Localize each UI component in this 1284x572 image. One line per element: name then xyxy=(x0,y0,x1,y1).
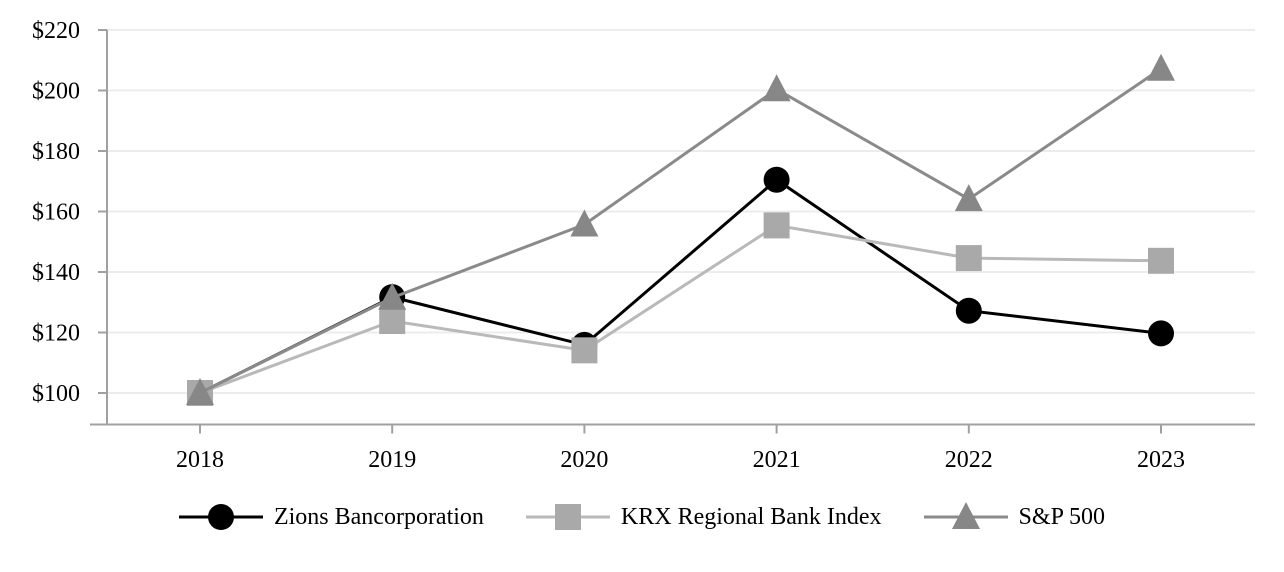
y-tick-label: $160 xyxy=(32,200,80,226)
data-point-zions-bancorporation xyxy=(763,166,790,193)
data-point-krx-regional-bank-index xyxy=(1148,247,1174,274)
x-tick-label: 2019 xyxy=(368,447,416,473)
data-point-s-p-500 xyxy=(570,209,599,237)
data-point-zions-bancorporation xyxy=(1148,320,1174,347)
data-point-krx-regional-bank-index xyxy=(763,212,790,239)
x-tick-label: 2022 xyxy=(945,447,993,473)
data-point-s-p-500 xyxy=(762,74,791,102)
data-point-krx-regional-bank-index xyxy=(955,245,982,272)
line-triangle-marker-icon xyxy=(923,502,1008,529)
legend-swatch-marker xyxy=(554,504,581,530)
y-tick-label: $180 xyxy=(32,139,80,165)
y-tick-label: $120 xyxy=(32,321,80,347)
legend-item-sp-500: S&P 500 xyxy=(923,502,1106,532)
y-tick-label: $140 xyxy=(32,260,80,286)
data-point-krx-regional-bank-index xyxy=(571,337,598,364)
data-point-s-p-500 xyxy=(186,378,214,405)
x-tick-label: 2023 xyxy=(1137,447,1185,473)
data-point-s-p-500 xyxy=(378,282,407,310)
data-point-s-p-500 xyxy=(954,184,983,212)
line-circle-marker-icon xyxy=(178,504,263,530)
data-point-zions-bancorporation xyxy=(955,297,982,324)
legend-swatch-marker xyxy=(951,502,980,529)
performance-line-chart-plot: $220 $200 $180 $160 $140 $120 $100 2018 2019 2020… xyxy=(32,18,1255,473)
y-tick-label: $220 xyxy=(32,18,80,44)
data-point-s-p-500 xyxy=(1147,53,1175,81)
legend-label: S&P 500 xyxy=(1018,504,1106,530)
line-square-marker-icon xyxy=(525,504,610,530)
legend-label: KRX Regional Bank Index xyxy=(620,504,882,530)
legend-item-zions-bancorporation: Zions Bancorporation xyxy=(178,502,484,532)
y-tick-label: $200 xyxy=(32,79,80,105)
legend-swatch-marker xyxy=(207,504,234,530)
x-tick-label: 2020 xyxy=(560,447,608,473)
series-line-s-p-500 xyxy=(199,67,1162,395)
data-point-krx-regional-bank-index xyxy=(379,308,406,335)
x-tick-label: 2018 xyxy=(176,447,224,473)
y-tick-label: $100 xyxy=(32,381,80,407)
legend-item-krx-regional-bank-index: KRX Regional Bank Index xyxy=(525,502,882,532)
chart-legend: Zions Bancorporation KRX Regional Bank I… xyxy=(0,494,1284,540)
series-line-krx-regional-bank-index xyxy=(199,223,1162,395)
legend-label: Zions Bancorporation xyxy=(273,504,484,530)
x-tick-label: 2021 xyxy=(753,447,801,473)
